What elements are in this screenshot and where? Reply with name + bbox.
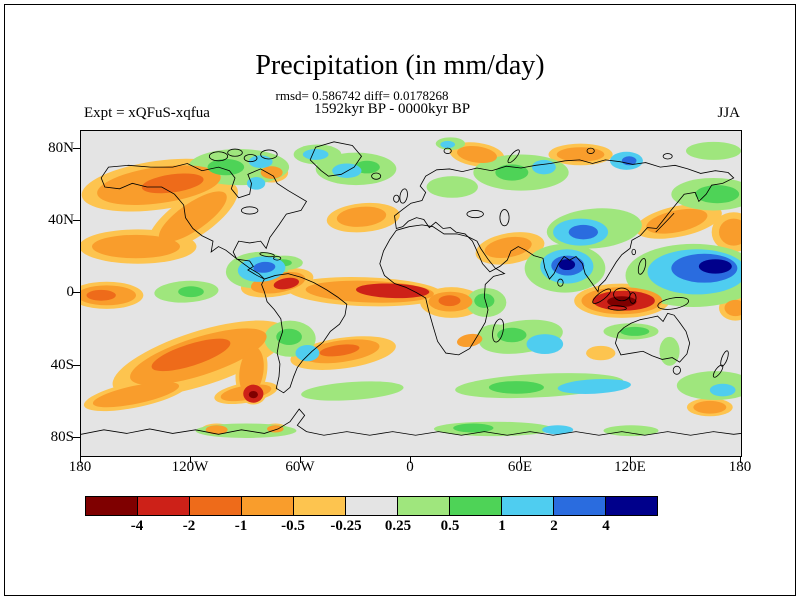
colorbar-cell bbox=[605, 496, 658, 516]
new-guinea-coast bbox=[657, 297, 689, 310]
colorbar-label: -1 bbox=[234, 518, 248, 534]
madagascar-coast bbox=[492, 318, 505, 343]
arctic-island bbox=[243, 154, 258, 163]
y-tick-label: 40S bbox=[50, 357, 74, 373]
south-america-coast bbox=[261, 273, 348, 394]
new-siberian-islands-coast bbox=[662, 153, 673, 160]
arctic-island bbox=[227, 148, 243, 157]
svalbard-coast bbox=[443, 147, 452, 154]
colorbar-cell bbox=[85, 496, 138, 516]
cuba-coast bbox=[259, 252, 275, 258]
y-tick-label: 0 bbox=[66, 284, 75, 300]
axis-tick bbox=[80, 456, 81, 463]
colorbar-cell bbox=[345, 496, 398, 516]
x-tick-label: 60E bbox=[507, 459, 533, 475]
colorbar-label: -0.25 bbox=[330, 518, 362, 534]
axis-tick bbox=[740, 456, 741, 463]
caspian-sea bbox=[499, 209, 510, 227]
season-label: JJA bbox=[717, 105, 740, 121]
colorbar-label: 0.5 bbox=[440, 518, 460, 534]
new-zealand-south-coast bbox=[712, 364, 724, 378]
new-zealand-north-coast bbox=[720, 350, 729, 367]
x-tick-label: 120W bbox=[171, 459, 209, 475]
arctic-island bbox=[260, 149, 278, 160]
axis-tick bbox=[73, 220, 80, 221]
colorbar-cell bbox=[553, 496, 606, 516]
axis-tick bbox=[73, 148, 80, 149]
axis-tick bbox=[73, 365, 80, 366]
colorbar-cell bbox=[501, 496, 554, 516]
colorbar-label: -2 bbox=[182, 518, 196, 534]
colorbar-cell bbox=[449, 496, 502, 516]
africa-coast bbox=[379, 224, 506, 356]
colorbar-label: 4 bbox=[602, 518, 610, 534]
axis-tick bbox=[520, 456, 521, 463]
axis-tick bbox=[300, 456, 301, 463]
colorbar-cell bbox=[189, 496, 242, 516]
map-frame bbox=[80, 130, 742, 457]
axis-tick bbox=[410, 456, 411, 463]
antarctica-coast bbox=[81, 408, 741, 436]
y-tick-label: 40N bbox=[48, 212, 74, 228]
sulawesi-coast bbox=[629, 292, 637, 304]
tasmania-coast bbox=[672, 365, 681, 375]
colorbar-cell bbox=[137, 496, 190, 516]
colorbar-label: 2 bbox=[550, 518, 558, 534]
greenland-coast bbox=[309, 141, 363, 177]
coastlines bbox=[81, 141, 741, 436]
arctic-island bbox=[208, 151, 229, 162]
x-tick-label: 120E bbox=[614, 459, 646, 475]
great-lakes bbox=[241, 206, 259, 215]
ireland-coast bbox=[393, 194, 400, 203]
axis-tick bbox=[73, 292, 80, 293]
taiwan-coast bbox=[631, 248, 636, 256]
colorbar-cell bbox=[241, 496, 294, 516]
map-plot bbox=[81, 131, 741, 456]
australia-coast bbox=[614, 312, 691, 363]
colorbar bbox=[85, 496, 658, 516]
north-america-coast bbox=[100, 163, 308, 280]
axis-tick bbox=[630, 456, 631, 463]
axis-tick bbox=[190, 456, 191, 463]
x-tick-label: 0 bbox=[406, 459, 414, 475]
axis-tick bbox=[73, 437, 80, 438]
java-coast bbox=[607, 305, 627, 311]
colorbar-label: 0.25 bbox=[384, 518, 412, 534]
anomaly-fills-level5 bbox=[248, 259, 732, 399]
colorbar-cell bbox=[397, 496, 450, 516]
colorbar-label: -4 bbox=[130, 518, 144, 534]
colorbar-label: -0.5 bbox=[281, 518, 305, 534]
sumatra-coast bbox=[592, 288, 612, 304]
iceland-coast bbox=[371, 172, 382, 180]
philippines-coast bbox=[637, 258, 647, 275]
sri-lanka-coast bbox=[557, 278, 564, 287]
severnaya-zemlya-coast bbox=[586, 147, 595, 154]
rmsd-diff-stats: rmsd= 0.586742 diff= 0.0178268 bbox=[275, 88, 449, 103]
japan-coast bbox=[655, 212, 675, 233]
hispaniola-coast bbox=[273, 256, 282, 261]
novaya-zemlya-coast bbox=[507, 149, 520, 164]
black-sea bbox=[466, 210, 484, 219]
colorbar-label: 1 bbox=[498, 518, 506, 534]
y-tick-label: 80S bbox=[50, 429, 74, 445]
x-tick-label: 180 bbox=[728, 459, 752, 475]
uk-coast bbox=[399, 188, 408, 204]
y-tick-label: 80N bbox=[48, 140, 74, 156]
period-subtitle: 1592kyr BP - 0000kyr BP bbox=[313, 101, 471, 117]
page-title: Precipitation (in mm/day) bbox=[255, 50, 545, 81]
x-tick-label: 180 bbox=[68, 459, 92, 475]
eurasia-coast bbox=[394, 159, 735, 293]
experiment-label: Expt = xQFuS-xqfua bbox=[84, 105, 210, 121]
colorbar-cell bbox=[293, 496, 346, 516]
x-tick-label: 60W bbox=[285, 459, 315, 475]
